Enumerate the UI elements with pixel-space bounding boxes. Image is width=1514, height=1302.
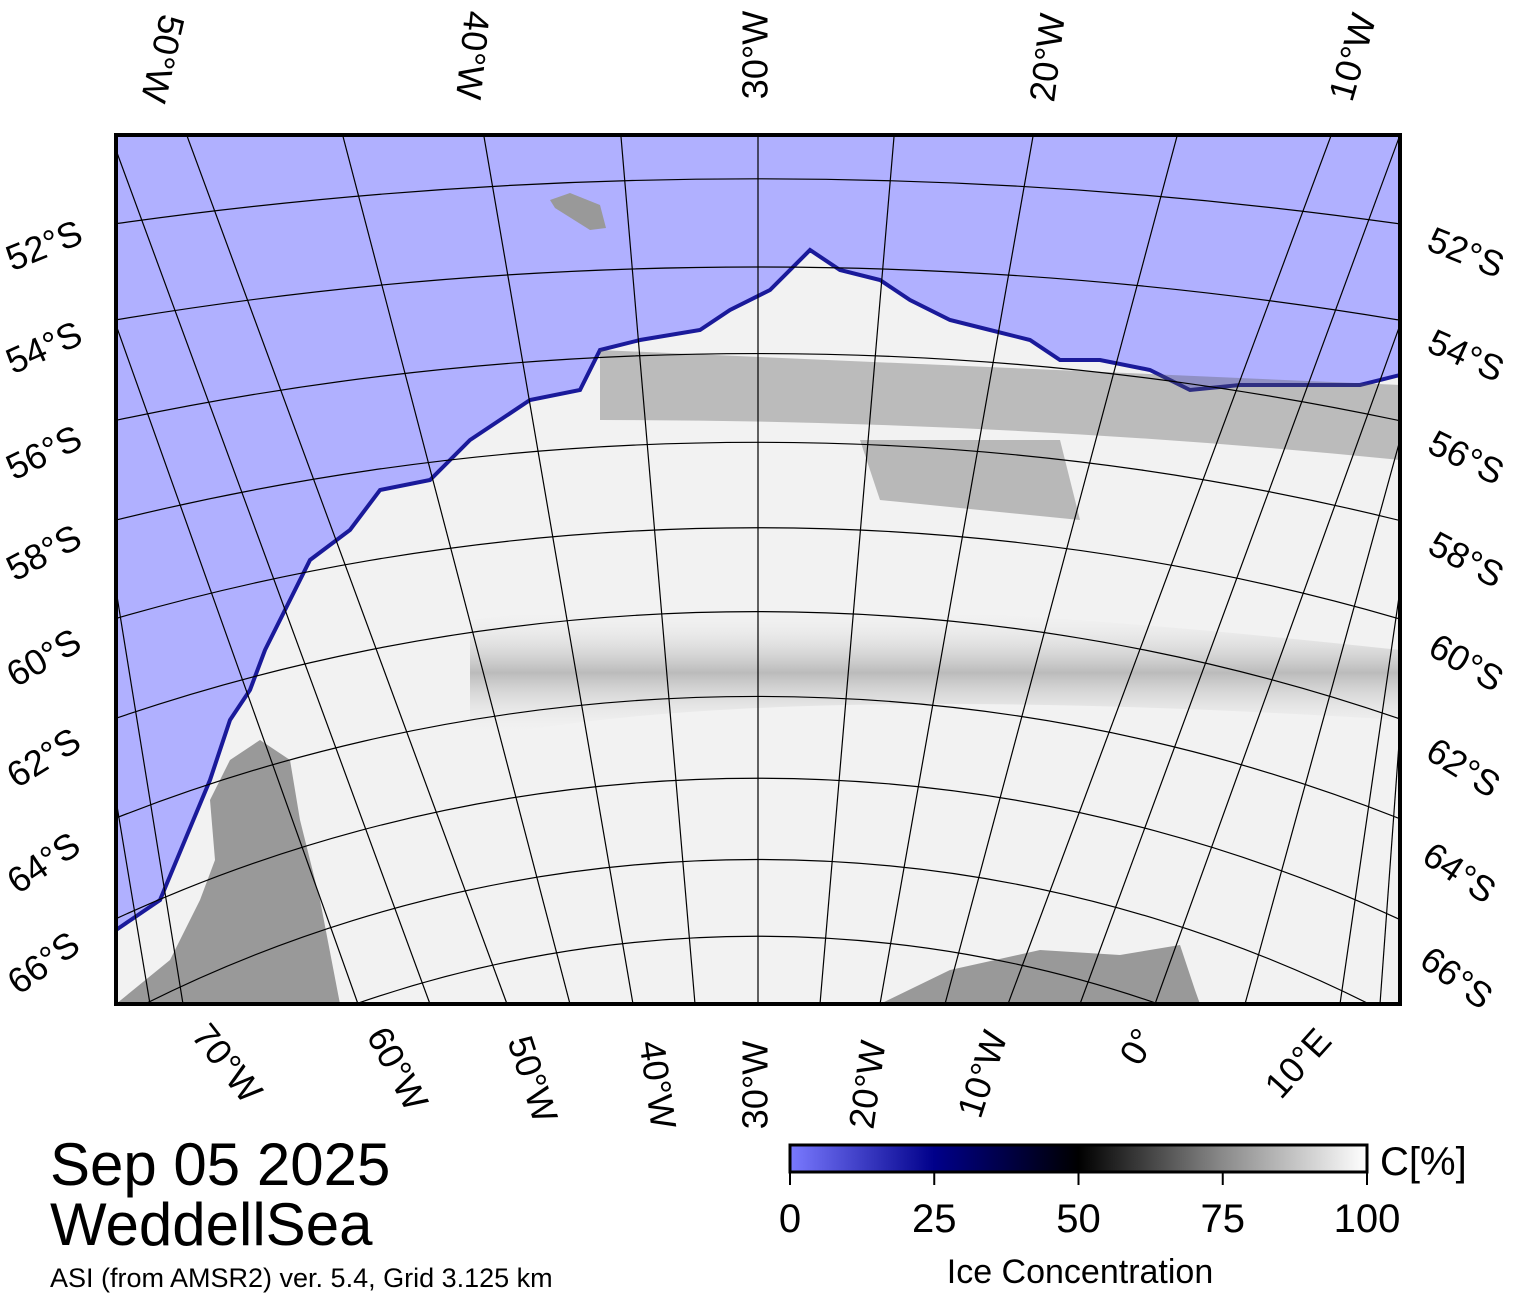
parallel xyxy=(143,858,1371,1004)
parallel xyxy=(116,695,1400,820)
meridian xyxy=(1244,439,1400,1004)
bottom-lon-label: 50°W xyxy=(500,1031,566,1128)
marginal-ice-dark xyxy=(860,440,1080,520)
left-lat-label: 64°S xyxy=(0,824,87,902)
bottom-lon-label: 60°W xyxy=(359,1020,437,1117)
left-lat-label: 60°S xyxy=(0,620,88,695)
parallel xyxy=(116,527,1400,620)
left-lat-label: 66°S xyxy=(0,923,87,1002)
graticule xyxy=(116,135,1400,1004)
bottom-lon-label: 40°W xyxy=(632,1038,685,1131)
bottom-lon-label: 20°W xyxy=(841,1038,894,1131)
right-lat-label: 54°S xyxy=(1422,321,1510,390)
right-lat-label: 60°S xyxy=(1422,625,1510,700)
bottom-lon-label: 30°W xyxy=(735,1041,776,1129)
colorbar-tick-label: 50 xyxy=(1056,1197,1101,1241)
right-lat-label: 66°S xyxy=(1413,938,1501,1017)
colorbar-tick-label: 75 xyxy=(1201,1197,1246,1241)
region: WeddellSea xyxy=(50,1191,373,1258)
meridian xyxy=(1339,589,1400,1004)
colorbar-tick-label: 0 xyxy=(779,1197,801,1241)
meridian xyxy=(341,135,571,1004)
meridian xyxy=(1079,135,1400,1004)
meridian xyxy=(186,135,508,1004)
meridian xyxy=(819,135,895,1004)
colorbar-tick-label: 25 xyxy=(912,1197,957,1241)
meridian xyxy=(1007,135,1332,1004)
colorbar-title: Ice Concentration xyxy=(947,1253,1214,1291)
parallel xyxy=(353,935,1161,1004)
left-lat-label: 54°S xyxy=(0,313,88,382)
meridian xyxy=(116,149,431,1004)
meridian xyxy=(879,135,1034,1004)
parallel xyxy=(116,266,1400,321)
right-lat-label: 64°S xyxy=(1416,834,1504,912)
land xyxy=(880,945,1200,1004)
left-lat-label: 56°S xyxy=(0,417,88,488)
right-lat-label: 52°S xyxy=(1422,219,1510,286)
right-lat-label: 56°S xyxy=(1422,422,1510,493)
left-lat-label: 52°S xyxy=(0,212,88,279)
colorbar: C[%] Ice Concentration 0 25 50 75 100 xyxy=(779,1140,1467,1291)
parallel xyxy=(116,611,1400,720)
meridian xyxy=(116,324,359,1004)
colorbar-tick-label: 100 xyxy=(1334,1197,1401,1241)
top-lon-label: 10°W xyxy=(1320,9,1384,105)
date: Sep 05 2025 xyxy=(50,1131,390,1198)
meridian xyxy=(116,799,151,1004)
source: ASI (from AMSR2) ver. 5.4, Grid 3.125 km xyxy=(50,1263,553,1293)
left-lat-label: 62°S xyxy=(0,719,88,795)
island xyxy=(550,193,606,230)
meridian xyxy=(620,135,696,1004)
bottom-lon-label: 10°W xyxy=(949,1026,1015,1123)
meridian xyxy=(483,135,634,1004)
top-lon-label: 40°W xyxy=(448,9,498,101)
map-area xyxy=(116,135,1400,1004)
parallel xyxy=(116,777,1400,921)
meridian xyxy=(944,135,1178,1004)
colorbar-unit: C[%] xyxy=(1380,1140,1467,1184)
meridian xyxy=(1154,324,1400,1004)
bottom-lon-label: 10°E xyxy=(1256,1020,1339,1106)
dense-ice-band xyxy=(470,605,1400,740)
top-lon-label: 30°W xyxy=(735,11,776,99)
bottom-lon-label: 70°W xyxy=(184,1016,271,1111)
left-lat-label: 58°S xyxy=(0,516,88,589)
map-frame xyxy=(114,133,1402,1006)
parallel xyxy=(116,353,1400,422)
top-lon-label: 20°W xyxy=(1021,11,1072,104)
parallel xyxy=(116,178,1400,225)
meridian xyxy=(1379,729,1400,1004)
bottom-lon-label: 0° xyxy=(1111,1021,1164,1071)
parallel xyxy=(116,441,1400,522)
meridian xyxy=(116,589,184,1004)
colorbar-ramp xyxy=(788,1143,1369,1174)
marginal-ice xyxy=(600,350,1400,460)
top-lon-label: 50°W xyxy=(133,11,193,106)
right-lat-label: 58°S xyxy=(1422,523,1511,596)
right-lat-label: 62°S xyxy=(1419,729,1507,805)
